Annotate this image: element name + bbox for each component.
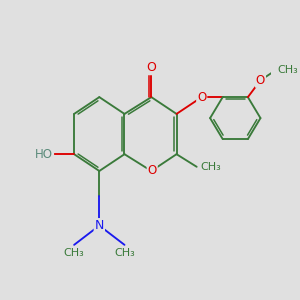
Text: CH₃: CH₃ [277,65,298,75]
Text: N: N [94,219,104,232]
Text: O: O [197,91,206,103]
Text: O: O [146,61,156,74]
Text: CH₃: CH₃ [200,162,221,172]
Text: O: O [256,74,265,87]
Text: O: O [148,164,157,178]
Text: CH₃: CH₃ [114,248,135,258]
Text: HO: HO [35,148,53,161]
Text: CH₃: CH₃ [64,248,85,258]
